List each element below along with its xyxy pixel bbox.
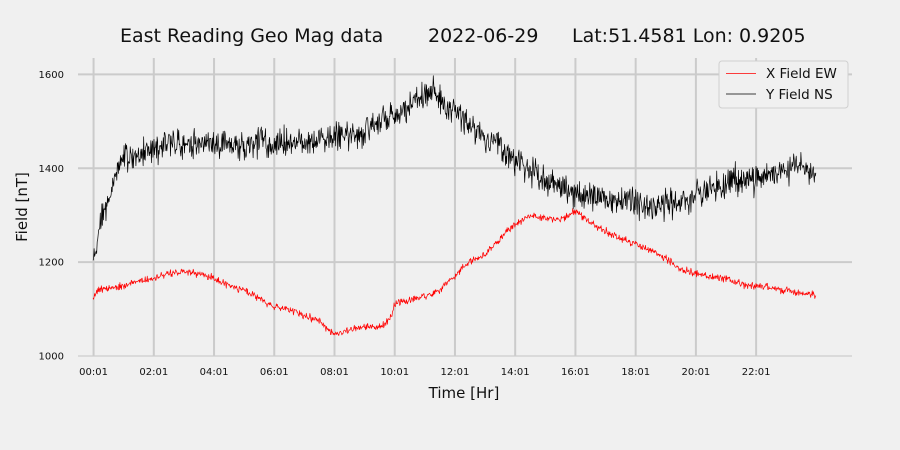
x-tick-label: 04:01 bbox=[200, 367, 229, 378]
x-tick-label: 06:01 bbox=[260, 367, 289, 378]
series-line-x-field-ew bbox=[92, 208, 817, 336]
x-tick-label: 16:01 bbox=[561, 367, 590, 378]
y-axis-ticks: 1000 1200 1400 1600 bbox=[39, 70, 64, 363]
x-axis-ticks: 00:01 02:01 04:01 06:01 08:01 10:01 12:01 14:01… bbox=[79, 367, 770, 378]
legend-box bbox=[718, 60, 849, 109]
plot-series bbox=[92, 75, 817, 336]
x-tick-label: 18:01 bbox=[621, 367, 650, 378]
x-tick-label: 08:01 bbox=[320, 367, 349, 378]
x-tick-label: 00:01 bbox=[79, 367, 108, 378]
y-tick-label: 1600 bbox=[39, 70, 64, 81]
x-tick-label: 12:01 bbox=[441, 367, 470, 378]
x-tick-label: 14:01 bbox=[501, 367, 530, 378]
x-tick-label: 10:01 bbox=[380, 367, 409, 378]
legend-label-y-field: Y Field NS bbox=[765, 87, 833, 103]
y-axis-label: Field [nT] bbox=[13, 172, 31, 242]
x-tick-label: 22:01 bbox=[742, 367, 771, 378]
y-tick-label: 1200 bbox=[39, 258, 64, 269]
chart-title: East Reading Geo Mag data 2022-06-29 Lat… bbox=[120, 25, 806, 47]
legend-label-x-field: X Field EW bbox=[766, 66, 837, 82]
y-tick-label: 1000 bbox=[39, 352, 64, 363]
legend: X Field EW Y Field NS bbox=[718, 60, 849, 109]
series-line-y-field-ns bbox=[92, 75, 817, 261]
chart-title-date: 2022-06-29 bbox=[428, 25, 538, 47]
chart-title-location: Lat:51.4581 Lon: 0.9205 bbox=[572, 25, 806, 47]
x-tick-label: 20:01 bbox=[681, 367, 710, 378]
x-tick-label: 02:01 bbox=[139, 367, 168, 378]
x-axis-label: Time [Hr] bbox=[428, 384, 500, 402]
y-tick-label: 1400 bbox=[39, 164, 64, 175]
chart-title-name: East Reading Geo Mag data bbox=[120, 25, 383, 47]
